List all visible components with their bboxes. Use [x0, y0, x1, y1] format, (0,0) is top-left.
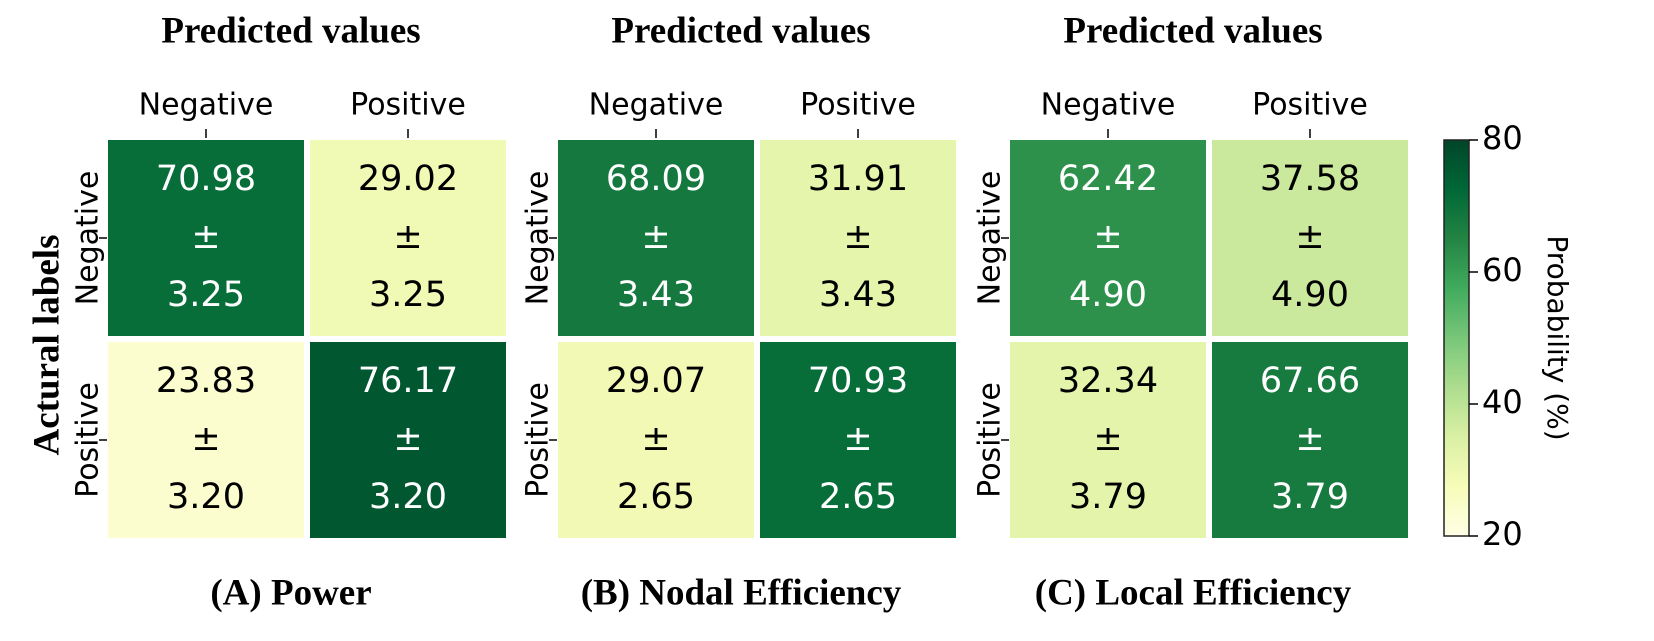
- panel-a-cell-r0c0-pm: ±: [191, 217, 220, 257]
- panel-c-col-label-0: Negative: [1041, 88, 1176, 123]
- panel-c: Predicted values (C) Local Efficiency 62…: [973, 10, 1408, 613]
- panel-c-cell-r0c1-sd: 4.90: [1271, 275, 1349, 315]
- panel-c-cell-r1c0-mean: 32.34: [1058, 361, 1158, 401]
- panel-c-top-title: Predicted values: [1063, 10, 1322, 51]
- panel-a-cell-r0c0-sd: 3.25: [167, 275, 245, 315]
- panel-b-col-label-0: Negative: [589, 88, 724, 123]
- panel-b-cell-r1c1: [760, 342, 956, 538]
- panel-c-cell-r0c0-sd: 4.90: [1069, 275, 1147, 315]
- panel-b-cell-r0c0-pm: ±: [641, 217, 670, 257]
- panel-b-top-title: Predicted values: [611, 10, 870, 51]
- colorbar-tick-label-3: 80: [1482, 119, 1523, 157]
- panel-c-cell-r0c0-mean: 62.42: [1058, 159, 1158, 199]
- panel-b-cell-r0c1-pm: ±: [843, 217, 872, 257]
- panel-c-cell-r1c0: [1010, 342, 1206, 538]
- panel-a-cell-r0c1-mean: 29.02: [358, 159, 458, 199]
- panel-b-cell-r1c0-pm: ±: [641, 419, 670, 459]
- panel-c-caption: (C) Local Efficiency: [1035, 572, 1352, 613]
- panel-a-cell-r0c0-mean: 70.98: [156, 159, 256, 199]
- panel-b-cell-r0c0-sd: 3.43: [617, 275, 695, 315]
- panel-a-cell-r0c1-sd: 3.25: [369, 275, 447, 315]
- panel-a-cell-r1c0-sd: 3.20: [167, 477, 245, 517]
- panel-c-cell-r1c0-sd: 3.79: [1069, 477, 1147, 517]
- panel-b-cell-r0c1-sd: 3.43: [819, 275, 897, 315]
- panel-b-cell-r1c1-pm: ±: [843, 419, 872, 459]
- panel-c-cell-r0c1-mean: 37.58: [1260, 159, 1360, 199]
- panel-b-cell-r1c0-mean: 29.07: [606, 361, 706, 401]
- panel-b-col-label-1: Positive: [800, 88, 916, 123]
- panel-a-col-label-0: Negative: [139, 88, 274, 123]
- panel-a-cell-r1c1-pm: ±: [393, 419, 422, 459]
- panel-a-cell-r1c0-pm: ±: [191, 419, 220, 459]
- panel-b-cell-r1c1-sd: 2.65: [819, 477, 897, 517]
- colorbar: Probability (%) 20 40 60 80: [1443, 119, 1574, 553]
- panel-c-cell-r1c1-pm: ±: [1295, 419, 1324, 459]
- panel-a-cell-r1c0-mean: 23.83: [156, 361, 256, 401]
- colorbar-tick-label-1: 40: [1482, 383, 1523, 421]
- panel-a-cell-r1c0: [108, 342, 304, 538]
- panel-c-cell-r0c1: [1212, 140, 1408, 336]
- panel-a-col-label-1: Positive: [350, 88, 466, 123]
- panel-b-cell-r0c1: [760, 140, 956, 336]
- panel-a-cell-r1c1-sd: 3.20: [369, 477, 447, 517]
- panel-b-cell-r0c0: [558, 140, 754, 336]
- panel-b-cell-r1c0-sd: 2.65: [617, 477, 695, 517]
- panel-a-cell-r0c1-pm: ±: [393, 217, 422, 257]
- panel-c-cell-r1c1: [1212, 342, 1408, 538]
- panel-a: Predicted values (A) Power 70.98 ±3.25 29.…: [71, 10, 506, 613]
- panel-b-cell-r0c1-mean: 31.91: [808, 159, 908, 199]
- panel-c-cell-r1c1-mean: 67.66: [1260, 361, 1360, 401]
- panel-c-cell-r1c0-pm: ±: [1093, 419, 1122, 459]
- panel-b-cell-r0c0-mean: 68.09: [606, 159, 706, 199]
- colorbar-tick-label-0: 20: [1482, 515, 1523, 553]
- panel-a-cell-r0c0: [108, 140, 304, 336]
- colorbar-tick-label-2: 60: [1482, 251, 1523, 289]
- panel-b-caption: (B) Nodal Efficiency: [581, 572, 902, 613]
- panel-c-cell-r0c0: [1010, 140, 1206, 336]
- y-axis-title: Actural labels: [26, 235, 67, 456]
- panel-c-cell-r0c0-pm: ±: [1093, 217, 1122, 257]
- panel-c-col-label-1: Positive: [1252, 88, 1368, 123]
- colorbar-label: Probability (%): [1541, 235, 1574, 440]
- panel-c-cell-r1c1-sd: 3.79: [1271, 477, 1349, 517]
- panel-a-caption: (A) Power: [210, 572, 371, 613]
- panel-a-cell-r1c1: [310, 342, 506, 538]
- panel-b-cell-r1c1-mean: 70.93: [808, 361, 908, 401]
- panel-b-cell-r1c0: [558, 342, 754, 538]
- panel-a-cell-r1c1-mean: 76.17: [358, 361, 458, 401]
- panel-a-cell-r0c1: [310, 140, 506, 336]
- panel-a-top-title: Predicted values: [161, 10, 420, 51]
- colorbar-gradient: [1443, 139, 1470, 537]
- panel-c-cell-r0c1-pm: ±: [1295, 217, 1324, 257]
- panel-b: Predicted values (B) Nodal Efficiency 68…: [521, 10, 956, 613]
